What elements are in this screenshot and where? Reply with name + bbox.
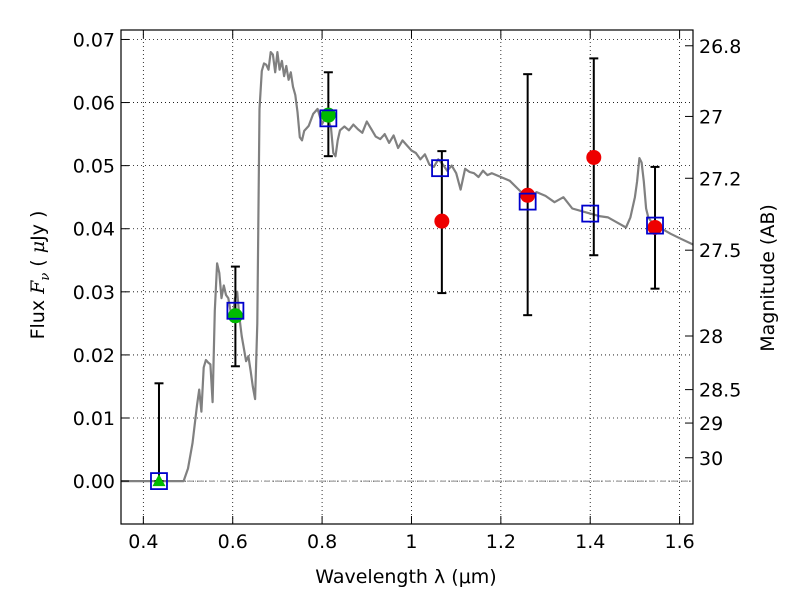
x-tick-label: 0.8 xyxy=(307,531,337,553)
y-tick-label: 0.05 xyxy=(73,156,115,178)
model-photometry-square xyxy=(319,109,338,128)
model-sed-line xyxy=(121,51,694,483)
x-tick-label: 0.4 xyxy=(128,531,158,553)
observed-point xyxy=(586,149,602,165)
y-tick-label: 0.03 xyxy=(73,282,115,304)
y-axis-label-symbol: F xyxy=(27,280,49,295)
x-tick-labels: 0.4 0.6 0.8 1 1.2 1.4 1.6 xyxy=(128,531,694,553)
model-photometry-square xyxy=(431,159,449,178)
y-axis-label-mu: μ xyxy=(27,241,49,253)
right-tick-label: 28 xyxy=(699,326,723,348)
observed-points xyxy=(152,107,663,487)
model-photometry-square xyxy=(150,472,168,490)
observed-point xyxy=(434,213,450,229)
right-tick-label: 27.5 xyxy=(699,240,741,262)
y-tick-label: 0.04 xyxy=(73,219,115,241)
y-axis-label-subscript: ν xyxy=(38,273,53,281)
x-axis-label: Wavelength λ (μm) xyxy=(315,566,496,588)
y-axis-label-unit: Jy ) xyxy=(27,211,49,242)
right-axis-label: Magnitude (AB) xyxy=(757,204,779,352)
observed-point xyxy=(520,187,536,203)
axis-ticks xyxy=(121,30,693,524)
model-photometry-squares xyxy=(150,109,664,490)
right-tick-label: 27.2 xyxy=(699,168,741,190)
right-tick-label: 28.5 xyxy=(699,380,741,402)
x-tick-label: 1.6 xyxy=(664,531,694,553)
right-tick-label: 30 xyxy=(699,448,723,470)
observed-point xyxy=(320,107,336,123)
x-tick-label: 0.6 xyxy=(218,531,248,553)
y-tick-labels: 0.00 0.01 0.02 0.03 0.04 0.05 0.06 0.07 xyxy=(73,29,115,493)
right-tick-label: 26.8 xyxy=(699,36,741,58)
plot-frame xyxy=(120,29,694,525)
model-photometry-square xyxy=(646,216,664,235)
plot-area xyxy=(121,51,694,490)
x-tick-label: 1.2 xyxy=(486,531,516,553)
y-tick-label: 0.02 xyxy=(73,345,115,367)
x-axis-label-text: Wavelength λ (μm) xyxy=(315,566,496,588)
y-tick-label: 0.01 xyxy=(73,408,115,430)
right-axis-label-text: Magnitude (AB) xyxy=(757,204,779,352)
y-axis-label-prefix: Flux xyxy=(27,294,49,340)
observed-point xyxy=(647,219,663,235)
right-tick-label: 29 xyxy=(699,413,723,435)
y-axis-label-open: ( xyxy=(27,253,49,273)
observed-point-triangle xyxy=(152,474,166,487)
model-photometry-square xyxy=(581,204,600,223)
x-tick-label: 1.4 xyxy=(575,531,605,553)
y-tick-label: 0.07 xyxy=(73,29,115,51)
right-tick-labels: 26.8 27 27.2 27.5 28 28.5 29 30 xyxy=(699,36,741,470)
x-tick-label: 1 xyxy=(405,531,417,553)
y-axis-label: Flux Fν ( μJy ) xyxy=(27,211,53,340)
y-tick-label: 0.00 xyxy=(73,471,115,493)
right-tick-label: 27 xyxy=(699,106,723,128)
model-photometry-square xyxy=(518,192,537,211)
y-tick-label: 0.06 xyxy=(73,93,115,115)
model-photometry-square xyxy=(226,301,245,320)
observed-point xyxy=(227,308,243,324)
